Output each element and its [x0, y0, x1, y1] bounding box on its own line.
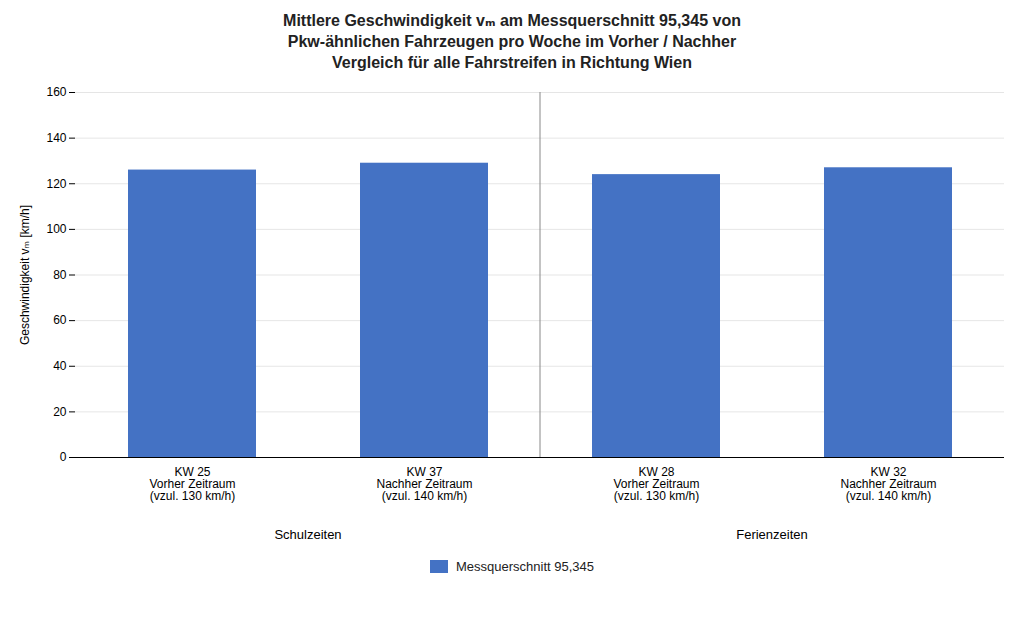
svg-text:80: 80 — [53, 268, 67, 282]
svg-text:140: 140 — [46, 131, 66, 145]
svg-text:40: 40 — [53, 359, 67, 373]
svg-text:60: 60 — [53, 313, 67, 327]
svg-text:Ferienzeiten: Ferienzeiten — [736, 527, 808, 542]
svg-text:0: 0 — [60, 450, 67, 464]
svg-text:20: 20 — [53, 405, 67, 419]
svg-text:100: 100 — [46, 222, 66, 236]
svg-text:KW 37Nachher Zeitraum(vzul. 14: KW 37Nachher Zeitraum(vzul. 140 km/h) — [376, 465, 472, 503]
svg-text:Schulzeiten: Schulzeiten — [274, 527, 341, 542]
svg-text:Geschwindigkeit vₘ [km/h]: Geschwindigkeit vₘ [km/h] — [18, 205, 32, 345]
html-text:Mittlere Geschwindigkeit vₘ am: Mittlere Geschwindigkeit vₘ am Messquers… — [283, 12, 741, 71]
svg-text:KW 28Vorher Zeitraum(vzul. 130: KW 28Vorher Zeitraum(vzul. 130 km/h) — [613, 465, 699, 503]
svg-text:160: 160 — [46, 85, 66, 99]
svg-text:KW 32Nachher Zeitraum(vzul. 14: KW 32Nachher Zeitraum(vzul. 140 km/h) — [840, 465, 936, 503]
svg-text:120: 120 — [46, 177, 66, 191]
svg-text:KW 25Vorher Zeitraum(vzul. 130: KW 25Vorher Zeitraum(vzul. 130 km/h) — [149, 465, 235, 503]
html-text:Messquerschnitt 95,345: Messquerschnitt 95,345 — [456, 559, 594, 574]
